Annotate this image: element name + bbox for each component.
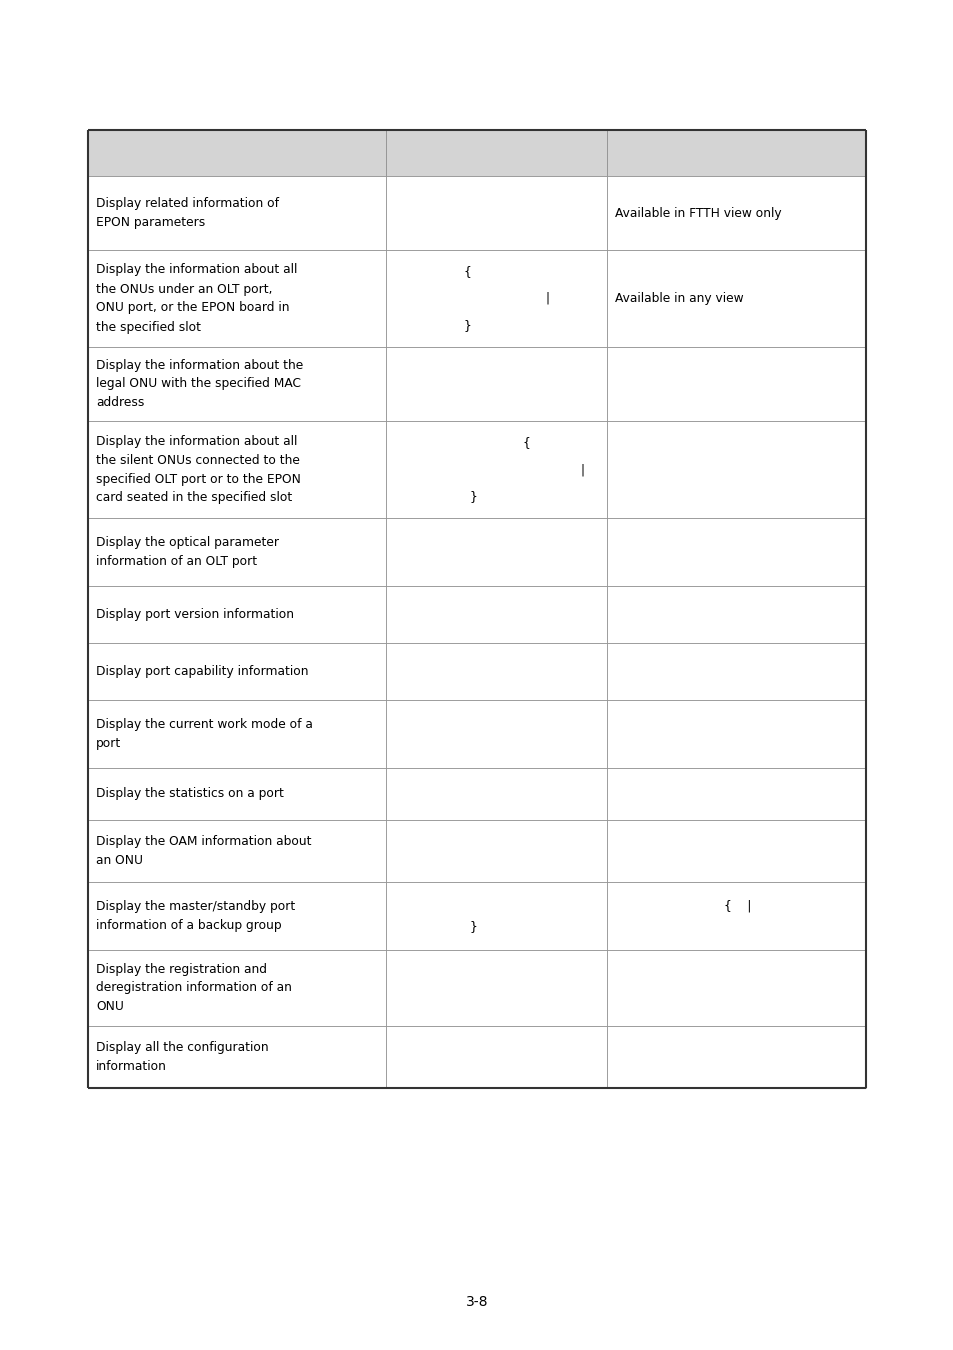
Bar xyxy=(386,518,606,586)
Text: 3-8: 3-8 xyxy=(465,1295,488,1309)
Bar xyxy=(606,768,865,819)
Bar xyxy=(88,1026,386,1088)
Bar xyxy=(88,950,386,1026)
Bar xyxy=(386,130,606,176)
Text: Display the information about all
the silent ONUs connected to the
specified OLT: Display the information about all the si… xyxy=(96,435,300,505)
Bar xyxy=(386,421,606,518)
Bar xyxy=(386,176,606,250)
Text: Display the registration and
deregistration information of an
ONU: Display the registration and deregistrat… xyxy=(96,963,292,1014)
Bar xyxy=(88,882,386,950)
Bar xyxy=(88,586,386,643)
Bar xyxy=(606,518,865,586)
Bar xyxy=(386,701,606,768)
Text: Display the statistics on a port: Display the statistics on a port xyxy=(96,787,284,801)
Text: |: | xyxy=(579,463,584,477)
Bar xyxy=(606,347,865,421)
Text: Display the current work mode of a
port: Display the current work mode of a port xyxy=(96,718,313,751)
Bar xyxy=(606,882,865,950)
Bar xyxy=(88,643,386,701)
Bar xyxy=(88,768,386,819)
Text: }: } xyxy=(470,490,477,504)
Text: Display port version information: Display port version information xyxy=(96,608,294,621)
Bar xyxy=(386,819,606,882)
Bar xyxy=(606,421,865,518)
Bar xyxy=(386,1026,606,1088)
Text: Display port capability information: Display port capability information xyxy=(96,666,308,678)
Bar xyxy=(88,250,386,347)
Text: Available in FTTH view only: Available in FTTH view only xyxy=(615,207,781,220)
Bar xyxy=(606,643,865,701)
Text: Available in any view: Available in any view xyxy=(615,292,742,305)
Bar xyxy=(88,347,386,421)
Text: {: { xyxy=(522,436,530,448)
Bar xyxy=(88,421,386,518)
Bar xyxy=(88,518,386,586)
Bar xyxy=(386,586,606,643)
Bar xyxy=(606,701,865,768)
Text: {: { xyxy=(463,265,471,278)
Text: Display the optical parameter
information of an OLT port: Display the optical parameter informatio… xyxy=(96,536,278,568)
Bar xyxy=(386,643,606,701)
Bar xyxy=(88,176,386,250)
Text: {    |: { | xyxy=(722,899,750,913)
Bar xyxy=(88,819,386,882)
Bar xyxy=(606,819,865,882)
Bar xyxy=(606,1026,865,1088)
Text: }: } xyxy=(463,319,471,332)
Text: }: } xyxy=(470,919,477,933)
Bar xyxy=(386,882,606,950)
Bar xyxy=(606,586,865,643)
Text: Display all the configuration
information: Display all the configuration informatio… xyxy=(96,1041,269,1073)
Text: |: | xyxy=(544,292,549,305)
Bar xyxy=(606,950,865,1026)
Bar xyxy=(386,950,606,1026)
Bar xyxy=(386,250,606,347)
Text: Display the information about all
the ONUs under an OLT port,
ONU port, or the E: Display the information about all the ON… xyxy=(96,263,297,333)
Text: Display the OAM information about
an ONU: Display the OAM information about an ONU xyxy=(96,836,312,867)
Bar xyxy=(606,130,865,176)
Text: Display the information about the
legal ONU with the specified MAC
address: Display the information about the legal … xyxy=(96,359,303,409)
Text: Display the master/standby port
information of a backup group: Display the master/standby port informat… xyxy=(96,900,294,931)
Bar xyxy=(386,347,606,421)
Bar xyxy=(606,250,865,347)
Bar xyxy=(88,130,386,176)
Bar xyxy=(386,768,606,819)
Text: Display related information of
EPON parameters: Display related information of EPON para… xyxy=(96,197,278,230)
Bar xyxy=(88,701,386,768)
Bar xyxy=(606,176,865,250)
